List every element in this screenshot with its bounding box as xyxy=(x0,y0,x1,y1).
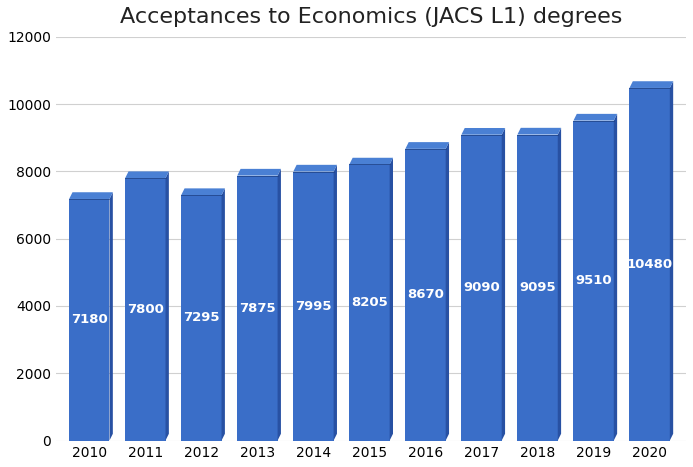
Polygon shape xyxy=(462,134,502,440)
Text: 7295: 7295 xyxy=(183,311,220,324)
Polygon shape xyxy=(389,158,393,440)
Polygon shape xyxy=(125,178,166,440)
Text: 10480: 10480 xyxy=(626,258,673,271)
Polygon shape xyxy=(222,188,225,440)
Polygon shape xyxy=(518,134,558,440)
Polygon shape xyxy=(558,128,561,440)
Polygon shape xyxy=(629,81,673,88)
Polygon shape xyxy=(69,199,109,440)
Text: 9090: 9090 xyxy=(463,281,500,294)
Polygon shape xyxy=(518,128,561,134)
Polygon shape xyxy=(333,165,337,440)
Polygon shape xyxy=(237,169,281,176)
Polygon shape xyxy=(349,158,393,164)
Polygon shape xyxy=(573,120,614,440)
Polygon shape xyxy=(462,128,505,134)
Polygon shape xyxy=(349,164,389,440)
Polygon shape xyxy=(109,192,113,440)
Text: 8670: 8670 xyxy=(407,288,444,301)
Polygon shape xyxy=(293,165,337,171)
Text: 9510: 9510 xyxy=(575,274,612,287)
Text: 7180: 7180 xyxy=(71,313,107,326)
Text: 8205: 8205 xyxy=(351,296,388,309)
Polygon shape xyxy=(446,142,449,440)
Text: 7875: 7875 xyxy=(239,302,276,315)
Polygon shape xyxy=(670,81,673,440)
Polygon shape xyxy=(614,114,617,440)
Polygon shape xyxy=(293,171,333,440)
Text: 9095: 9095 xyxy=(519,281,556,294)
Polygon shape xyxy=(405,149,446,440)
Text: 7995: 7995 xyxy=(295,299,332,312)
Polygon shape xyxy=(405,142,449,149)
Polygon shape xyxy=(237,176,278,440)
Polygon shape xyxy=(573,114,617,120)
Polygon shape xyxy=(125,171,169,178)
Polygon shape xyxy=(278,169,281,440)
Polygon shape xyxy=(181,188,225,195)
Polygon shape xyxy=(166,171,169,440)
Polygon shape xyxy=(629,88,670,440)
Polygon shape xyxy=(69,192,113,199)
Text: 7800: 7800 xyxy=(127,303,164,316)
Polygon shape xyxy=(502,128,505,440)
Polygon shape xyxy=(181,195,222,440)
Title: Acceptances to Economics (JACS L1) degrees: Acceptances to Economics (JACS L1) degre… xyxy=(120,7,622,27)
